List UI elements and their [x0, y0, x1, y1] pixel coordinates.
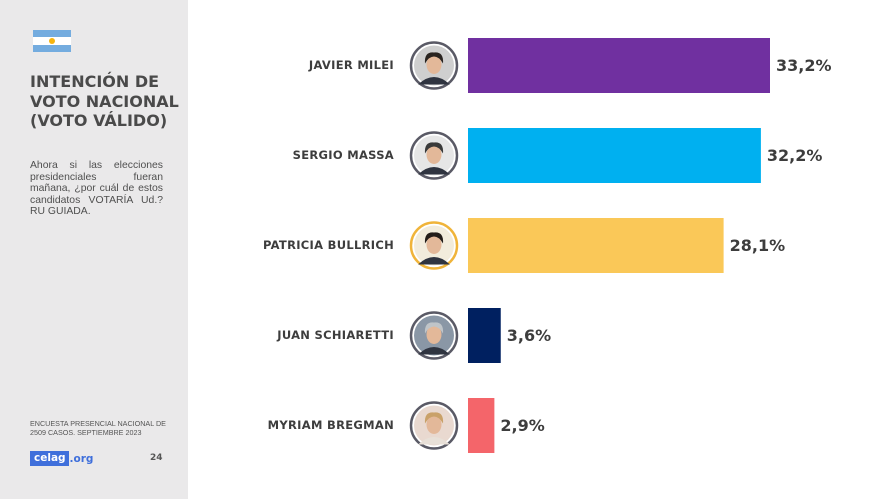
survey-question: Ahora si las elecciones presidenciales f…	[30, 160, 163, 217]
sidebar: INTENCIÓN DE VOTO NACIONAL (VOTO VÁLIDO)…	[0, 0, 188, 499]
avatar-schiaretti-icon	[409, 311, 459, 360]
value-label: 28,1%	[729, 235, 786, 255]
avatar-bregman-icon	[409, 401, 459, 450]
avatar-bullrich-icon	[409, 221, 459, 270]
bar-juan-schiaretti	[468, 308, 501, 363]
bar-chart: JAVIER MILEI 33,2% SERGIO MASSA 32,2% PATRIC…	[188, 0, 887, 499]
page-number: 24	[150, 453, 163, 463]
celag-logo: celag .org	[30, 451, 98, 466]
survey-footnote: ENCUESTA PRESENCIAL NACIONAL DE 2509 CAS…	[30, 419, 166, 437]
category-label: PATRICIA BULLRICH	[262, 237, 394, 252]
value-label: 32,2%	[766, 145, 823, 165]
category-label: JAVIER MILEI	[308, 57, 394, 72]
value-label: 2,9%	[500, 415, 545, 435]
category-label: JUAN SCHIARETTI	[277, 327, 394, 342]
bar-chart-svg	[409, 38, 770, 453]
page-title: INTENCIÓN DE VOTO NACIONAL (VOTO VÁLIDO)	[30, 72, 179, 130]
avatar-milei-icon	[409, 41, 459, 90]
argentina-flag-icon	[33, 30, 71, 52]
value-label: 33,2%	[776, 55, 832, 75]
bar-patricia-bullrich	[468, 218, 724, 273]
bar-sergio-massa	[468, 128, 761, 183]
category-label: MYRIAM BREGMAN	[267, 417, 394, 432]
category-label: SERGIO MASSA	[292, 147, 394, 162]
value-label: 3,6%	[506, 325, 552, 345]
bar-myriam-bregman	[468, 398, 495, 453]
bar-javier-milei	[468, 38, 770, 93]
avatar-massa-icon	[409, 131, 459, 180]
logo-main: celag	[30, 451, 69, 466]
logo-suffix: .org	[69, 452, 94, 465]
